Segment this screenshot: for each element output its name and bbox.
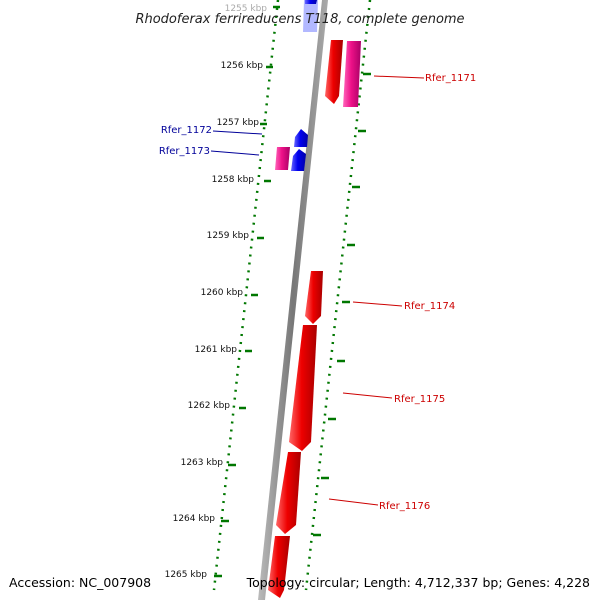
- left-ticks: [214, 5, 280, 578]
- gene-bottom-red[interactable]: [268, 536, 290, 598]
- gene-rfer-1175[interactable]: [289, 325, 317, 451]
- kbp-label-1255: 1255 kbp: [225, 4, 268, 14]
- leader-lines: [210, 75, 425, 506]
- gene-rfer-1173-pink[interactable]: [275, 147, 290, 170]
- gene-rfer-1176[interactable]: [276, 452, 301, 534]
- map-title: Rhodoferax ferrireducens T118, complete …: [135, 12, 464, 27]
- kbp-label-1265: 1265 kbp: [165, 570, 208, 580]
- gene-faded-top[interactable]: [303, 0, 318, 32]
- gene-rfer-1171-a[interactable]: [325, 40, 343, 104]
- topology-text: Topology: circular; Length: 4,712,337 bp…: [246, 575, 590, 590]
- kbp-label-1261: 1261 kbp: [195, 345, 238, 355]
- gene-label-rfer-1175[interactable]: Rfer_1175: [394, 394, 445, 405]
- kbp-label-1264: 1264 kbp: [173, 514, 216, 524]
- genome-backbone: [258, 0, 328, 600]
- kbp-label-1259: 1259 kbp: [207, 231, 250, 241]
- gene-label-rfer-1172[interactable]: Rfer_1172: [161, 125, 212, 136]
- outer-track-left: [212, 0, 280, 591]
- gene-label-rfer-1176[interactable]: Rfer_1176: [379, 501, 430, 512]
- accession-text: Accession: NC_007908: [9, 575, 151, 590]
- kbp-label-1260: 1260 kbp: [201, 288, 244, 298]
- gene-rfer-1172[interactable]: [294, 129, 308, 147]
- gene-rfer-1173-blue[interactable]: [291, 149, 306, 171]
- gene-rfer-1174[interactable]: [305, 271, 323, 324]
- kbp-label-1262: 1262 kbp: [188, 401, 231, 411]
- gene-blue-top[interactable]: [305, 0, 317, 4]
- kbp-label-1257: 1257 kbp: [217, 118, 260, 128]
- kbp-label-1263: 1263 kbp: [181, 458, 224, 468]
- gene-label-rfer-1173[interactable]: Rfer_1173: [159, 146, 210, 157]
- gene-label-rfer-1171[interactable]: Rfer_1171: [425, 73, 476, 84]
- gene-rna-1171[interactable]: [343, 41, 361, 107]
- kbp-label-1258: 1258 kbp: [212, 175, 255, 185]
- right-ticks: [313, 72, 371, 537]
- gene-label-rfer-1174[interactable]: Rfer_1174: [404, 301, 455, 312]
- inner-track-right: [304, 0, 372, 591]
- kbp-label-1256: 1256 kbp: [221, 61, 264, 71]
